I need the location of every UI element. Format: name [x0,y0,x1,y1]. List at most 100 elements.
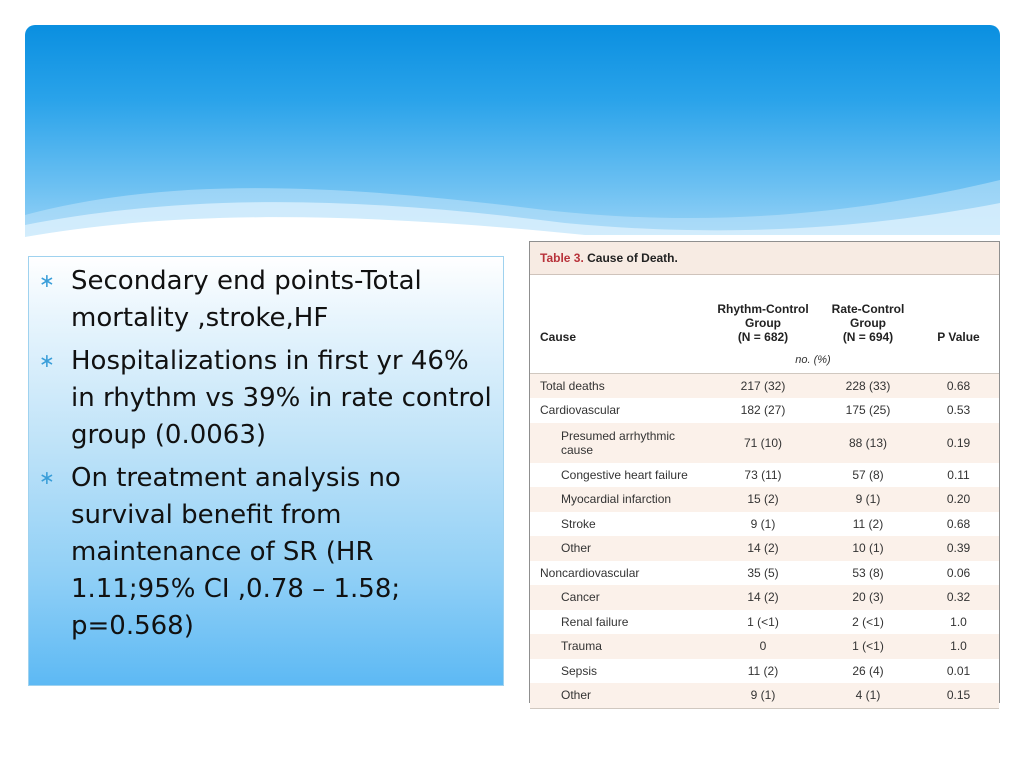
p-value-cell: 1.0 [918,634,999,659]
p-value-cell: 0.06 [918,560,999,585]
table-title-prefix: Table 3. [540,251,584,265]
cause-cell: Presumed arrhythmic cause [530,422,708,463]
rate-control-cell: 9 (1) [818,487,918,512]
header-p-value: P Value [937,330,980,344]
cause-text: Cancer [561,590,600,605]
bullet-list: ∗ Secondary end points-Total mortality ,s… [39,263,493,645]
table-row: Renal failure 1 (<1) 2 (<1) 1.0 [530,609,999,634]
units-label: no. (%) [708,348,918,374]
p-value-cell: 0.11 [918,462,999,487]
rhythm-control-cell: 11 (2) [708,658,818,683]
header-wave-graphic [25,180,1000,240]
rhythm-control-cell: 1 (<1) [708,609,818,634]
cause-text: Other [561,541,592,556]
cause-cell: Sepsis [530,658,708,683]
rate-control-cell: 228 (33) [818,373,918,398]
p-value-cell: 1.0 [918,609,999,634]
p-value-cell: 0.32 [918,585,999,610]
cause-text: Sepsis [561,663,598,678]
asterisk-bullet-icon: ∗ [39,270,55,292]
p-value-cell: 0.39 [918,536,999,561]
cause-text: Noncardiovascular [540,565,640,580]
p-value-cell: 0.68 [918,511,999,536]
rate-control-cell: 4 (1) [818,683,918,709]
rhythm-control-cell: 73 (11) [708,462,818,487]
rhythm-control-cell: 182 (27) [708,398,818,423]
bullet-item: ∗ On treatment analysis no survival benef… [39,460,493,645]
cause-text: Myocardial infarction [561,492,672,507]
cause-cell: Stroke [530,511,708,536]
rate-control-cell: 2 (<1) [818,609,918,634]
p-value-cell: 0.20 [918,487,999,512]
rhythm-control-cell: 15 (2) [708,487,818,512]
header-rate-line1: Rate-Control [831,302,905,316]
cause-of-death-table-image: Table 3. Cause of Death. Cause Rhythm-Co… [529,241,1000,709]
bullet-item: ∗ Secondary end points-Total mortality ,s… [39,263,493,337]
rate-control-cell: 11 (2) [818,511,918,536]
rate-control-cell: 88 (13) [818,422,918,463]
table-title: Table 3. Cause of Death. [530,242,999,275]
cause-cell: Renal failure [530,609,708,634]
rate-control-cell: 26 (4) [818,658,918,683]
bullet-text: Hospitalizations in first yr 46% in rhyt… [71,346,492,450]
cause-cell: Cancer [530,585,708,610]
table-row: Noncardiovascular 35 (5) 53 (8) 0.06 [530,560,999,585]
rhythm-control-cell: 217 (32) [708,373,818,398]
units-row: no. (%) [530,348,999,374]
table-row: Other 9 (1) 4 (1) 0.15 [530,683,999,709]
cause-text: Presumed arrhythmic cause [561,428,676,457]
table-row: Congestive heart failure 73 (11) 57 (8) 0.1… [530,462,999,487]
table-row: Myocardial infarction 15 (2) 9 (1) 0.20 [530,487,999,512]
cause-cell: Total deaths [530,373,708,398]
table-title-text: Cause of Death. [587,251,678,265]
asterisk-bullet-icon: ∗ [39,350,55,372]
p-value-cell: 0.19 [918,422,999,463]
header-rhythm-control: Rhythm-Control Group (N = 682) [708,275,818,348]
cause-cell: Noncardiovascular [530,560,708,585]
bullet-text: On treatment analysis no survival benefi… [71,463,401,641]
header-rhythm-line3: (N = 682) [737,330,789,344]
rhythm-control-cell: 14 (2) [708,536,818,561]
table-row: Sepsis 11 (2) 26 (4) 0.01 [530,658,999,683]
table-row: Other 14 (2) 10 (1) 0.39 [530,536,999,561]
rate-control-cell: 53 (8) [818,560,918,585]
rate-control-cell: 10 (1) [818,536,918,561]
p-value-cell: 0.68 [918,373,999,398]
p-value-cell: 0.01 [918,658,999,683]
table-row: Cardiovascular 182 (27) 175 (25) 0.53 [530,398,999,423]
header-rhythm-line2: Group [745,316,781,330]
cause-cell: Trauma [530,634,708,659]
cause-cell: Myocardial infarction [530,487,708,512]
cause-cell: Cardiovascular [530,398,708,423]
rate-control-cell: 1 (<1) [818,634,918,659]
rate-control-cell: 57 (8) [818,462,918,487]
rhythm-control-cell: 9 (1) [708,683,818,709]
cause-text: Other [561,688,592,703]
table-row: Trauma 0 1 (<1) 1.0 [530,634,999,659]
cause-text: Renal failure [561,614,629,629]
table-row: Total deaths 217 (32) 228 (33) 0.68 [530,373,999,398]
bullet-text-panel: ∗ Secondary end points-Total mortality ,s… [28,256,504,686]
p-value-cell: 0.15 [918,683,999,709]
header-rate-control: Rate-Control Group (N = 694) [818,275,918,348]
death-table: Cause Rhythm-Control Group (N = 682) Rat… [530,275,999,709]
table-header-row: Cause Rhythm-Control Group (N = 682) Rat… [530,275,999,348]
rhythm-control-cell: 14 (2) [708,585,818,610]
cause-text: Stroke [561,516,596,531]
header-rate-line3: (N = 694) [842,330,894,344]
cause-cell: Other [530,536,708,561]
header-rhythm-line1: Rhythm-Control [717,302,809,316]
rate-control-cell: 175 (25) [818,398,918,423]
table-body: Total deaths 217 (32) 228 (33) 0.68 Cardiova… [530,373,999,709]
bullet-item: ∗ Hospitalizations in first yr 46% in rhy… [39,343,493,454]
header-banner [25,25,1000,240]
rate-control-cell: 20 (3) [818,585,918,610]
rhythm-control-cell: 0 [708,634,818,659]
header-rate-line2: Group [850,316,886,330]
cause-cell: Other [530,683,708,709]
cause-cell: Congestive heart failure [530,462,708,487]
table-row: Cancer 14 (2) 20 (3) 0.32 [530,585,999,610]
bullet-text: Secondary end points-Total mortality ,st… [71,266,422,333]
cause-text: Congestive heart failure [561,467,688,482]
cause-text: Total deaths [540,378,605,393]
